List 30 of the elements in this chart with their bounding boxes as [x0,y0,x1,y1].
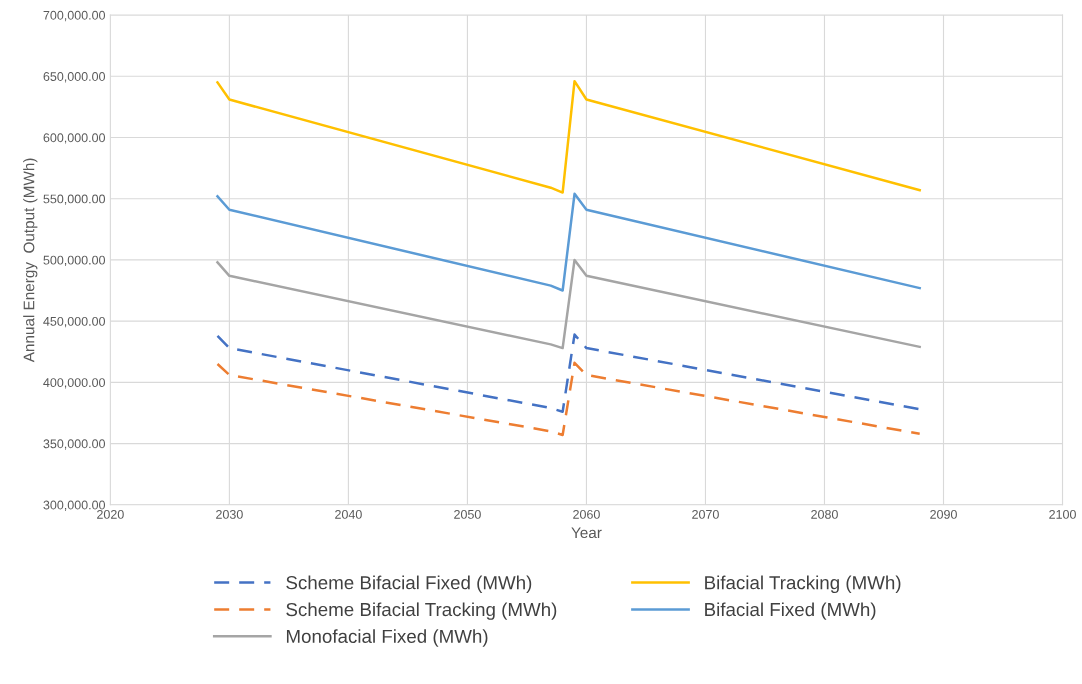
x-tick-label: 2100 [1049,509,1076,519]
x-tick-label: 2020 [97,509,124,519]
line-series [216,361,921,437]
line-series [216,192,921,292]
y-axis-title: Annual Energy Output (MWh) [23,158,38,363]
y-tick-label: 300,000.00 [43,500,106,511]
line-series [216,79,921,194]
y-tick-label: 550,000.00 [43,194,106,205]
y-tick-label: 650,000.00 [43,72,106,83]
x-tick-label: 2080 [811,509,838,519]
y-tick-label: 400,000.00 [43,378,106,389]
legend-label: Scheme Bifacial Fixed (MWh) [286,575,532,594]
x-tick-label: 2070 [692,509,719,519]
x-tick-label: 2060 [573,509,600,519]
x-tick-label: 2030 [216,509,243,519]
x-tick-label: 2050 [454,509,481,519]
legend-label: Bifacial Fixed (MWh) [705,602,876,620]
x-tick-label: 2040 [335,509,362,519]
y-tick-label: 350,000.00 [43,439,106,450]
y-tick-label: 450,000.00 [43,316,106,328]
legend-label: Scheme Bifacial Tracking (MWh) [286,602,557,620]
y-tick-label: 500,000.00 [43,255,106,267]
y-tick-label: 700,000.00 [43,10,106,22]
legend-label: Monofacial Fixed (MWh) [286,629,488,647]
line-series [216,258,921,350]
line-series [216,333,921,413]
y-tick-label: 600,000.00 [43,133,106,144]
x-axis-title: Year [571,527,602,539]
x-tick-label: 2090 [930,509,957,519]
legend-label: Bifacial Tracking (MWh) [705,575,901,594]
